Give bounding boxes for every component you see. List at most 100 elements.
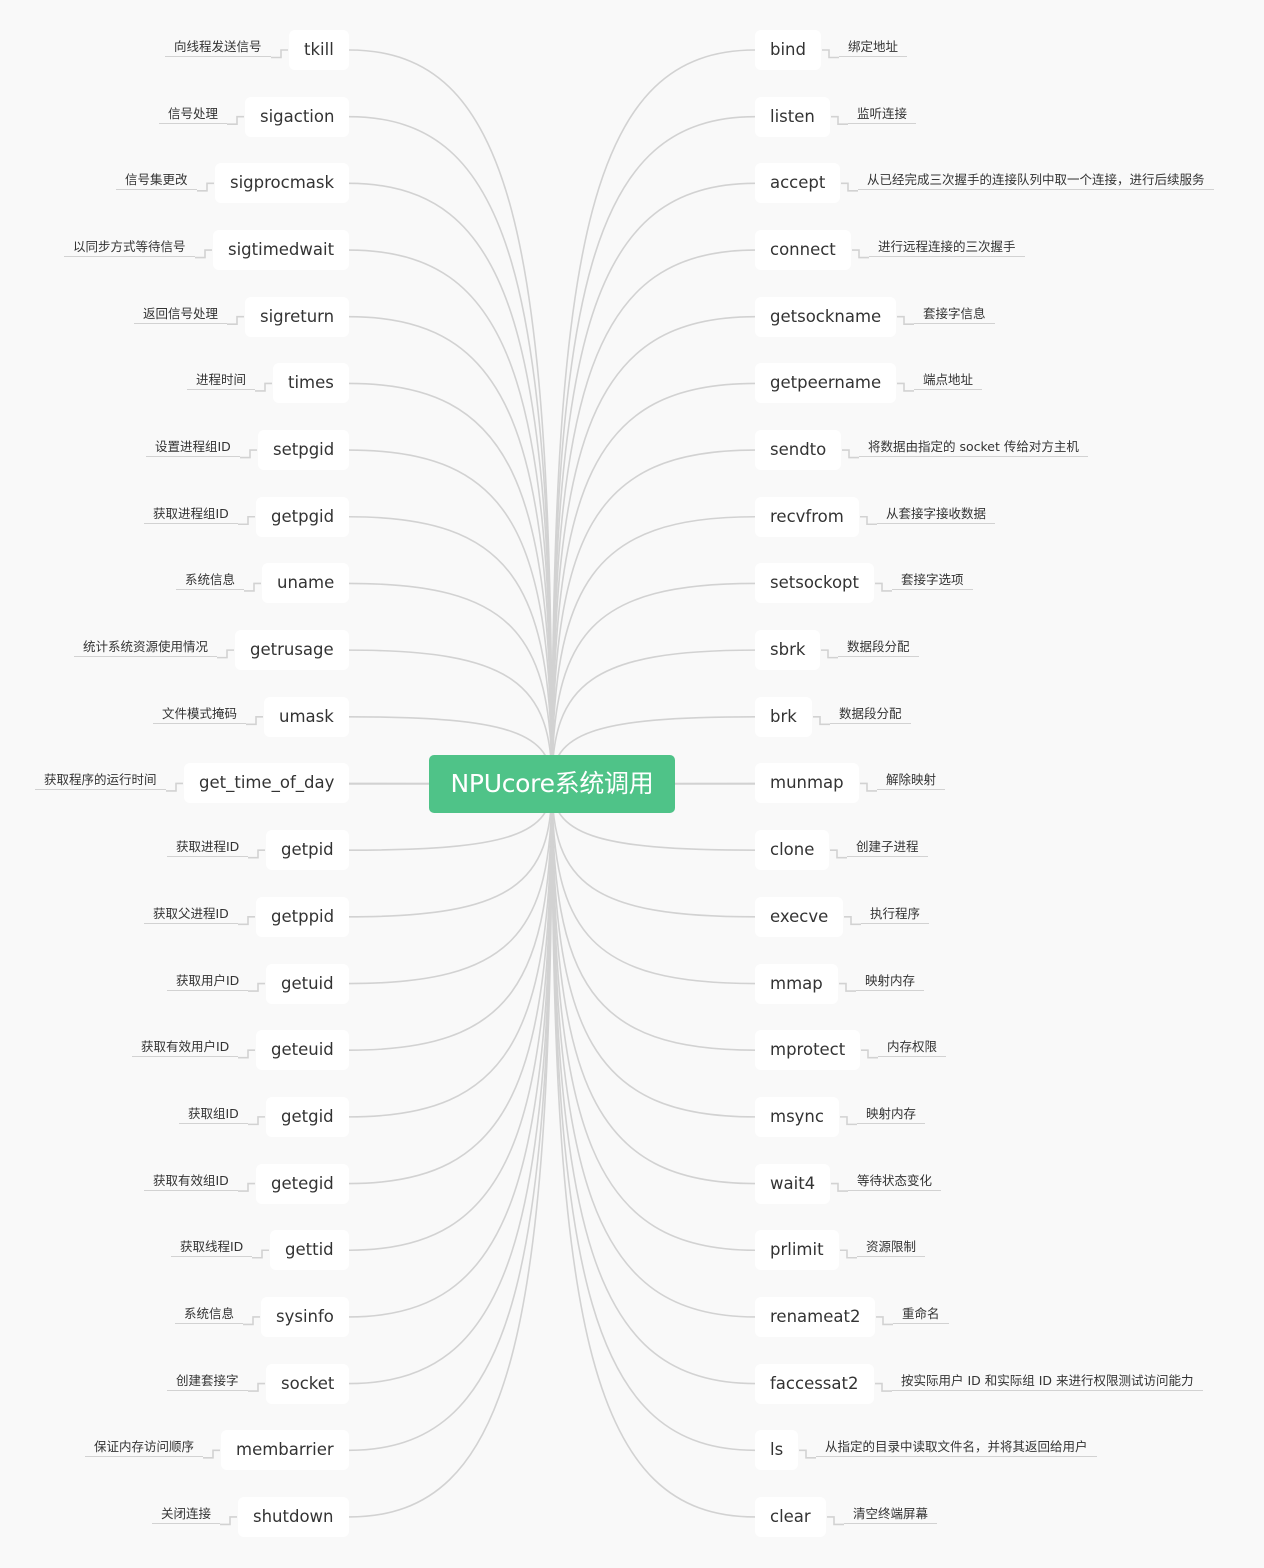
branch-description: 信号处理 bbox=[159, 104, 228, 124]
branch-node[interactable]: tkill bbox=[289, 30, 349, 70]
description-connector bbox=[195, 249, 212, 259]
branch-description: 端点地址 bbox=[914, 370, 983, 391]
branch-node[interactable]: umask bbox=[264, 696, 349, 737]
branch-node[interactable]: sigtimedwait bbox=[213, 230, 350, 271]
branch-description: 创建子进程 bbox=[847, 837, 928, 858]
branch-description: 获取线程ID bbox=[171, 1237, 253, 1258]
branch-node[interactable]: msync bbox=[755, 1096, 839, 1137]
branch-node[interactable]: munmap bbox=[755, 763, 859, 804]
branch-link bbox=[551, 783, 756, 1518]
branch-link bbox=[551, 783, 756, 1051]
branch-link bbox=[348, 649, 553, 785]
branch-description: 系统信息 bbox=[175, 1304, 244, 1324]
branch-node[interactable]: getsockname bbox=[755, 296, 897, 337]
branch-description: 进程时间 bbox=[187, 370, 256, 391]
branch-node[interactable]: mmap bbox=[755, 963, 838, 1004]
description-connector bbox=[238, 916, 255, 926]
branch-node[interactable]: mprotect bbox=[755, 1030, 861, 1071]
root-topic-node[interactable]: NPUcore系统调用 bbox=[429, 755, 675, 813]
branch-node[interactable]: wait4 bbox=[755, 1163, 831, 1204]
branch-node[interactable]: geteuid bbox=[256, 1030, 349, 1071]
branch-node[interactable]: getppid bbox=[256, 896, 350, 937]
description-connector bbox=[876, 1316, 893, 1326]
branch-link bbox=[348, 315, 553, 785]
branch-node[interactable]: accept bbox=[755, 163, 841, 204]
branch-node[interactable]: sigprocmask bbox=[215, 163, 350, 204]
description-connector bbox=[831, 115, 848, 125]
branch-node[interactable]: clone bbox=[755, 830, 830, 871]
branch-node[interactable]: gettid bbox=[270, 1230, 349, 1271]
branch-node[interactable]: getpeername bbox=[755, 363, 897, 404]
branch-node[interactable]: clear bbox=[755, 1496, 826, 1537]
branch-node[interactable]: connect bbox=[755, 230, 851, 271]
branch-description: 进行远程连接的三次握手 bbox=[869, 237, 1025, 258]
description-connector bbox=[217, 649, 234, 659]
branch-description: 获取程序的运行时间 bbox=[35, 770, 166, 791]
description-connector bbox=[799, 1449, 816, 1459]
branch-link bbox=[551, 783, 756, 918]
branch-node[interactable]: membarrier bbox=[221, 1430, 349, 1471]
branch-link bbox=[551, 649, 756, 785]
branch-node[interactable]: setpgid bbox=[258, 430, 350, 471]
branch-link bbox=[551, 49, 756, 785]
branch-node[interactable]: getpgid bbox=[256, 496, 350, 537]
branch-node[interactable]: shutdown bbox=[238, 1496, 349, 1537]
description-connector bbox=[227, 115, 244, 125]
description-connector bbox=[860, 782, 877, 792]
branch-link bbox=[348, 783, 553, 985]
branch-description: 等待状态变化 bbox=[848, 1171, 942, 1191]
branch-node[interactable]: uname bbox=[262, 563, 350, 604]
description-connector bbox=[897, 382, 914, 392]
branch-link bbox=[551, 182, 756, 785]
branch-description: 解除映射 bbox=[877, 770, 946, 791]
branch-node[interactable]: setsockopt bbox=[755, 563, 874, 604]
branch-description: 从已经完成三次握手的连接队列中取一个连接，进行后续服务 bbox=[858, 170, 1214, 191]
description-connector bbox=[822, 49, 839, 59]
branch-link bbox=[348, 783, 553, 1252]
branch-node[interactable]: execve bbox=[755, 896, 844, 937]
description-connector bbox=[166, 782, 183, 792]
branch-description: 将数据由指定的 socket 传给对方主机 bbox=[859, 437, 1088, 458]
branch-description: 关闭连接 bbox=[152, 1504, 221, 1524]
branch-node[interactable]: sigaction bbox=[245, 96, 350, 137]
branch-node[interactable]: ls bbox=[755, 1430, 799, 1471]
branch-node[interactable]: sendto bbox=[755, 430, 842, 471]
branch-node[interactable]: sigreturn bbox=[245, 296, 350, 337]
branch-node[interactable]: socket bbox=[266, 1363, 350, 1404]
branch-link bbox=[551, 582, 756, 785]
branch-node[interactable]: recvfrom bbox=[755, 496, 859, 537]
branch-description: 文件模式掩码 bbox=[153, 704, 247, 724]
branch-node[interactable]: brk bbox=[755, 696, 812, 737]
branch-description: 按实际用户 ID 和实际组 ID 来进行权限测试访问能力 bbox=[892, 1371, 1203, 1391]
branch-node[interactable]: sbrk bbox=[755, 630, 821, 671]
branch-description: 信号集更改 bbox=[116, 170, 197, 191]
branch-description: 数据段分配 bbox=[838, 637, 919, 658]
branch-node[interactable]: prlimit bbox=[755, 1230, 839, 1271]
branch-node[interactable]: getgid bbox=[266, 1096, 349, 1137]
branch-node[interactable]: getpid bbox=[266, 830, 349, 871]
description-connector bbox=[220, 1516, 237, 1526]
description-connector bbox=[830, 849, 847, 859]
branch-description: 从套接字接收数据 bbox=[877, 504, 996, 524]
branch-node[interactable]: listen bbox=[755, 96, 830, 137]
branch-description: 绑定地址 bbox=[839, 37, 908, 57]
branch-description: 获取进程组ID bbox=[144, 504, 238, 524]
branch-description: 套接字信息 bbox=[914, 304, 995, 324]
branch-node[interactable]: times bbox=[273, 363, 349, 404]
branch-node[interactable]: getuid bbox=[266, 963, 349, 1004]
branch-node[interactable]: getrusage bbox=[235, 630, 349, 671]
branch-node[interactable]: faccessat2 bbox=[755, 1363, 874, 1404]
branch-node[interactable]: get_time_of_day bbox=[184, 763, 350, 804]
branch-link bbox=[348, 515, 553, 785]
branch-node[interactable]: renameat2 bbox=[755, 1296, 876, 1337]
branch-link bbox=[551, 515, 756, 785]
branch-link bbox=[348, 249, 553, 785]
branch-node[interactable]: bind bbox=[755, 30, 821, 70]
branch-description: 映射内存 bbox=[857, 1104, 926, 1124]
branch-node[interactable]: getegid bbox=[256, 1163, 349, 1204]
branch-link bbox=[551, 449, 756, 785]
branch-node[interactable]: sysinfo bbox=[261, 1296, 349, 1337]
branch-link bbox=[348, 783, 553, 1518]
branch-description: 内存权限 bbox=[878, 1037, 947, 1058]
